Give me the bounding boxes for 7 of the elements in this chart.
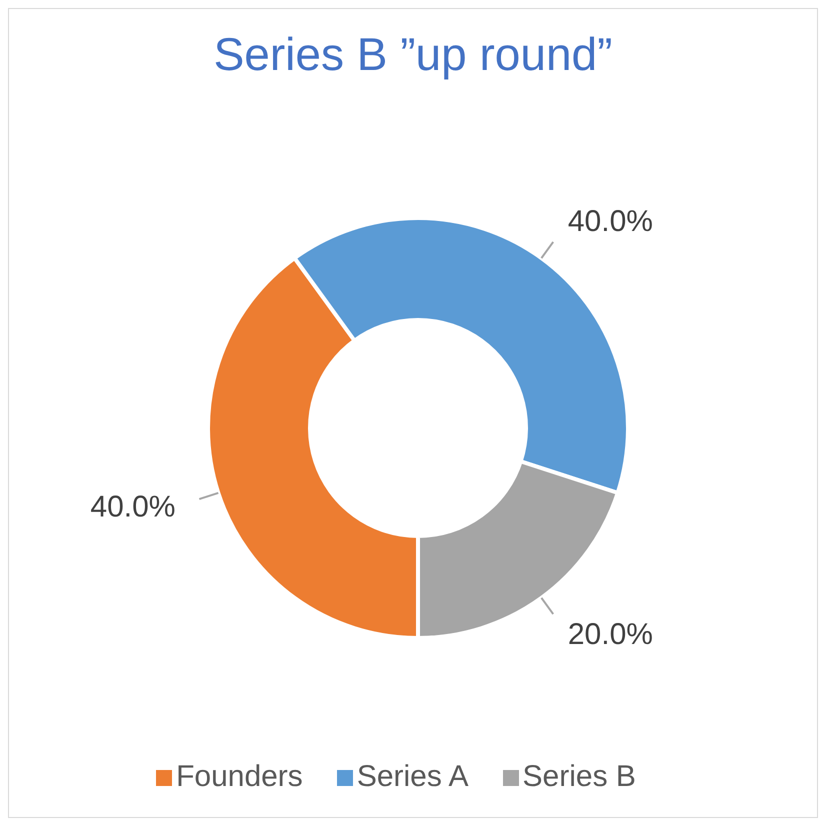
legend-label: Series A (356, 760, 469, 793)
legend-label: Founders (176, 760, 303, 793)
data-label: 40.0% (90, 490, 176, 524)
data-label: 40.0% (568, 205, 653, 238)
chart-title: Series B ”up round” (212, 27, 614, 81)
legend-label: Series B (522, 760, 636, 793)
data-label: 20.0% (568, 618, 653, 651)
